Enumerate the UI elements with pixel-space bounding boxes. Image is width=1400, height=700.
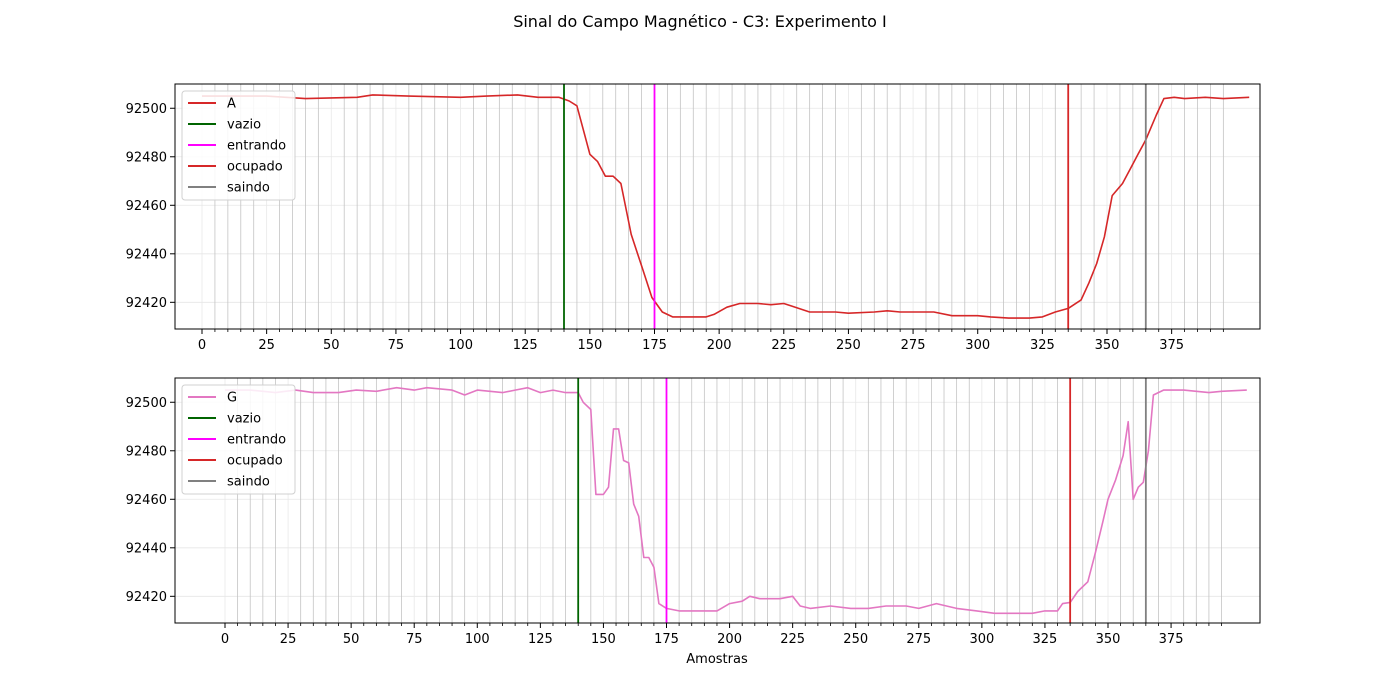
axes-frame: [174, 83, 1261, 330]
y-tick-label: 92480: [126, 444, 167, 459]
x-tick-label: 25: [258, 338, 275, 353]
y-tick-label: 92500: [126, 102, 167, 117]
y-tick-label: 92440: [126, 247, 167, 262]
x-tick-label: 275: [901, 338, 926, 353]
x-tick-label: 200: [707, 338, 732, 353]
x-tick-label: 225: [780, 632, 805, 647]
x-tick-label: 125: [513, 338, 538, 353]
legend-label-vazio: vazio: [227, 412, 261, 427]
x-tick-label: 175: [642, 338, 667, 353]
x-tick-label: 75: [388, 338, 405, 353]
x-tick-label: 350: [1095, 338, 1120, 353]
x-tick-label: 75: [406, 632, 423, 647]
x-tick-label: 125: [528, 632, 553, 647]
y-tick-label: 92460: [126, 199, 167, 214]
x-tick-label: 0: [198, 338, 206, 353]
legend-label-A: A: [227, 97, 236, 112]
legend-label-ocupado: ocupado: [227, 160, 283, 175]
x-tick-label: 325: [1030, 338, 1055, 353]
x-tick-label: 225: [771, 338, 796, 353]
y-tick-label: 92420: [126, 590, 167, 605]
x-tick-label: 0: [221, 632, 229, 647]
x-tick-label: 300: [969, 632, 994, 647]
x-tick-label: 300: [965, 338, 990, 353]
x-tick-label: 325: [1033, 632, 1058, 647]
legend-label-entrando: entrando: [227, 139, 286, 154]
x-tick-label: 375: [1159, 338, 1184, 353]
y-tick-label: 92460: [126, 493, 167, 508]
legend-label-vazio: vazio: [227, 118, 261, 133]
legend-label-entrando: entrando: [227, 433, 286, 448]
x-tick-label: 350: [1096, 632, 1121, 647]
y-tick-label: 92440: [126, 541, 167, 556]
legend-label-G: G: [227, 391, 237, 406]
x-tick-label: 150: [591, 632, 616, 647]
x-tick-label: 175: [654, 632, 679, 647]
subplot-g: 0 25 50 75 100 125 150 175 200 225 250 275 300 325 350…: [126, 377, 1261, 647]
legend-label-saindo: saindo: [227, 181, 270, 196]
x-tick-label: 100: [465, 632, 490, 647]
x-tick-label: 250: [836, 338, 861, 353]
series-line-A: [202, 94, 1250, 319]
subplot-a: 0 25 50 75 100 125 150 175 200 225 250 275 300 325 350…: [126, 83, 1261, 353]
x-tick-label: 375: [1159, 632, 1184, 647]
series-line-G: [225, 386, 1247, 615]
x-tick-label: 250: [843, 632, 868, 647]
chart-title: Sinal do Campo Magnético - C3: Experimen…: [513, 12, 887, 31]
y-tick-label: 92420: [126, 296, 167, 311]
x-tick-label: 150: [577, 338, 602, 353]
x-tick-label: 200: [717, 632, 742, 647]
plot-area: [175, 84, 1260, 329]
y-tick-label: 92500: [126, 396, 167, 411]
legend-label-saindo: saindo: [227, 475, 270, 490]
legend-label-ocupado: ocupado: [227, 454, 283, 469]
axes-frame: [174, 377, 1261, 624]
x-tick-label: 100: [448, 338, 473, 353]
x-axis-label: Amostras: [686, 652, 748, 667]
plot-area: [175, 378, 1260, 623]
y-tick-label: 92480: [126, 150, 167, 165]
x-tick-label: 50: [323, 338, 340, 353]
x-tick-label: 275: [906, 632, 931, 647]
x-tick-label: 25: [280, 632, 297, 647]
x-tick-label: 50: [343, 632, 360, 647]
